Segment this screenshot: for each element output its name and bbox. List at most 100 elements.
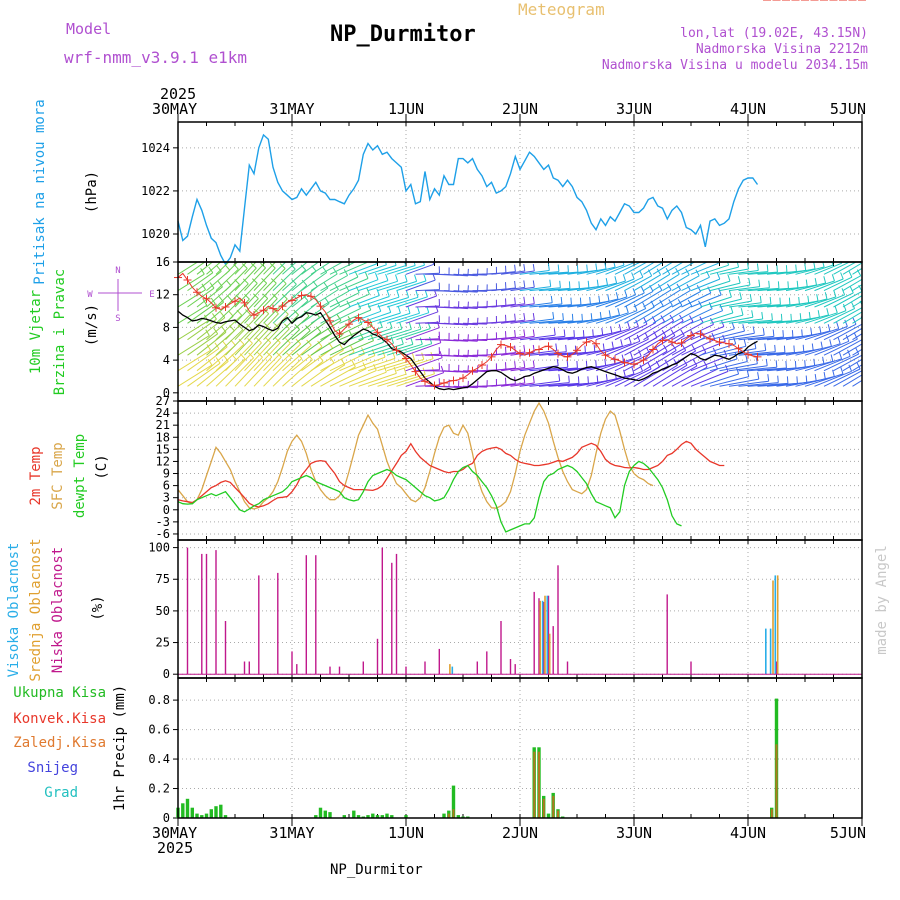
wind-barb-flag	[817, 310, 820, 318]
wind-barb	[719, 378, 759, 387]
wind-barb	[842, 327, 862, 341]
wind-barb	[747, 382, 788, 387]
wind-barb-flag	[625, 305, 629, 313]
wind-barb	[253, 356, 282, 387]
y-tick-label: 1020	[141, 227, 170, 241]
wind-barb	[348, 279, 379, 292]
wind-barb	[595, 264, 625, 275]
precip-total-bar	[185, 798, 190, 818]
precip-total-bar	[219, 804, 223, 818]
wind-barb-flag	[723, 349, 728, 357]
wind-barb	[804, 280, 835, 292]
x-tick-label-bottom: 3JUN	[616, 824, 652, 842]
wind-barb	[453, 306, 478, 309]
x-tick-label-bottom: 31MAY	[269, 824, 314, 842]
wind-barb-flag	[301, 279, 308, 286]
wind-barb	[215, 343, 245, 372]
wind-barb	[662, 274, 690, 292]
wind-barb	[747, 287, 779, 292]
wind-barb	[738, 366, 777, 372]
precip-total-bar	[342, 815, 346, 818]
wind-barb	[738, 287, 770, 292]
high-cloud-bar	[769, 628, 772, 675]
wind-barb	[833, 370, 862, 387]
wind-barb	[339, 325, 373, 341]
wind-barb	[415, 338, 440, 341]
precip-total-bar	[366, 815, 370, 818]
y-tick-label: 9	[163, 467, 170, 481]
wind-barb-flag	[300, 264, 307, 271]
wind-barb	[823, 368, 861, 387]
wind-barb-flag	[571, 313, 574, 321]
wind-barb	[586, 266, 616, 275]
wind-barb	[178, 364, 213, 387]
wind-barb-flag	[867, 284, 871, 290]
wind-barb	[405, 263, 434, 275]
low-cloud-bar	[258, 575, 260, 675]
wind-barb	[339, 340, 374, 356]
wind-barb	[842, 358, 862, 372]
wind-barb	[614, 338, 649, 356]
wind-barb	[662, 262, 685, 275]
wind-barb	[263, 283, 287, 308]
wind-barb-flag	[892, 359, 896, 365]
low-cloud-bar	[500, 621, 502, 675]
wind-barb-flag	[644, 332, 649, 340]
wind-barb-flag	[248, 352, 254, 359]
wind-barb	[196, 301, 224, 324]
wind-barb-flag	[305, 325, 311, 331]
wind-barb	[700, 264, 729, 275]
wind-barb	[301, 262, 320, 275]
x-tick-label-top: 3JUN	[616, 100, 652, 118]
wind-barb	[225, 262, 239, 275]
low-cloud-bar	[277, 572, 279, 675]
wind-barb	[453, 273, 478, 277]
wind-barb-flag	[559, 280, 561, 288]
wind-barb	[652, 335, 685, 356]
wind-barb	[519, 286, 551, 292]
wind-barb	[348, 341, 384, 356]
wind-barb	[652, 364, 688, 387]
wind-barb	[681, 276, 710, 292]
wind-barb	[301, 333, 332, 356]
page-title: NP_Durmitor	[330, 22, 476, 47]
wind-barb-flag	[830, 354, 834, 362]
wind-barb	[215, 358, 246, 387]
low-cloud-bar	[248, 661, 250, 675]
wind-barb-flag	[246, 323, 252, 330]
wind-barb	[842, 374, 862, 387]
wind-barb-flag	[586, 264, 588, 272]
wind-barb-flag	[869, 300, 873, 306]
wind-barb	[681, 323, 714, 341]
y-tick-label: 0.6	[148, 723, 170, 737]
wind-barb	[405, 295, 437, 308]
wind-barb	[491, 383, 516, 387]
wind-barb	[681, 292, 712, 308]
y-tick-label: -6	[156, 527, 170, 541]
low-cloud-bar	[381, 547, 383, 675]
wind-barb-flag	[805, 279, 808, 287]
wind-barb-flag	[633, 303, 638, 311]
wind-barb	[377, 265, 406, 275]
x-tick-label-top: 2JUN	[502, 100, 538, 118]
wind-barb-flag	[624, 290, 628, 298]
wind-barb	[178, 349, 211, 372]
wind-barb	[529, 351, 567, 356]
wind-barb-flag	[831, 262, 834, 266]
y-tick-label: 18	[156, 430, 170, 444]
wind-barb-flag	[568, 375, 570, 383]
wind-barb-flag	[244, 293, 250, 300]
low-cloud-bar	[296, 664, 298, 675]
wind-barb-flag	[766, 264, 769, 272]
wind-barb-flag	[696, 285, 702, 292]
wind-barb	[709, 361, 748, 372]
wind-barb	[291, 286, 318, 308]
wind-barb-flag	[777, 375, 779, 383]
wind-barb	[700, 373, 739, 387]
wind-barb	[225, 357, 254, 387]
wind-barb-flag	[673, 358, 678, 366]
wind-barb-flag	[849, 286, 854, 294]
wind-barb	[272, 343, 302, 372]
wind-barb-flag	[811, 343, 814, 351]
wind-barb	[178, 262, 199, 275]
